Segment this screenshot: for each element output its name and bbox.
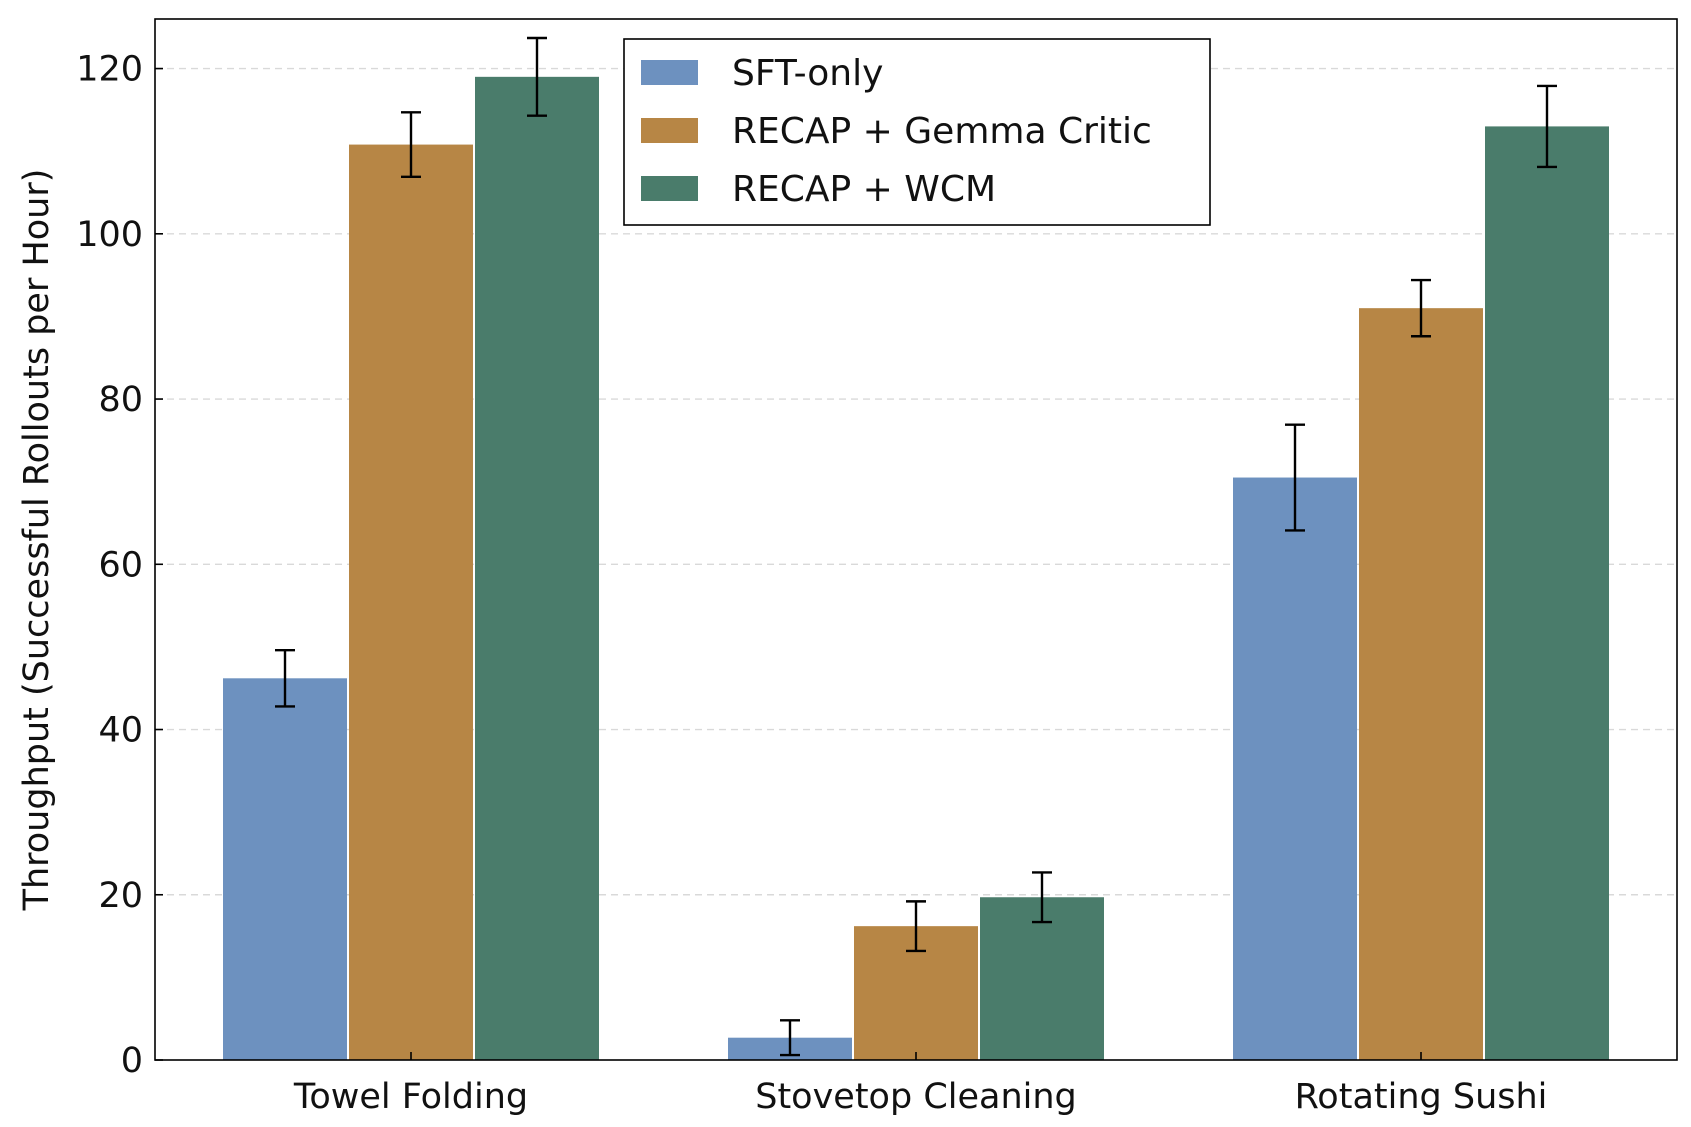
bar-sft-only-towel-folding — [223, 678, 347, 1060]
x-axis: Towel Folding Stovetop Cleaning Rotating S… — [293, 1052, 1548, 1117]
bar-recap-gemma-critic-rotating-sushi — [1359, 308, 1483, 1061]
x-tick-label: Stovetop Cleaning — [755, 1077, 1077, 1117]
error-bars — [275, 36, 1557, 1057]
legend-label: RECAP + WCM — [732, 169, 996, 210]
x-tick-label: Towel Folding — [293, 1077, 528, 1117]
legend-label: SFT-only — [732, 53, 883, 94]
y-tick-label: 0 — [121, 1041, 143, 1081]
legend: SFT-only RECAP + Gemma Critic RECAP + WCM — [623, 38, 1211, 226]
legend-label: RECAP + Gemma Critic — [732, 111, 1152, 152]
y-tick-label: 80 — [98, 380, 143, 420]
bar-recap-wcm-towel-folding — [475, 76, 599, 1061]
legend-swatch — [641, 118, 698, 143]
y-tick-label: 60 — [98, 545, 143, 585]
x-tick-label: Rotating Sushi — [1295, 1077, 1548, 1117]
legend-box — [623, 38, 1211, 226]
bar-sft-only-rotating-sushi — [1233, 477, 1357, 1060]
y-axis-label: Throughput (Successful Rollouts per Hour… — [17, 169, 57, 912]
bars — [223, 76, 1609, 1061]
bar-recap-gemma-critic-towel-folding — [349, 144, 473, 1061]
y-tick-label: 40 — [98, 711, 143, 751]
y-axis: 0 20 40 60 80 100 120 — [76, 50, 163, 1081]
legend-swatch — [641, 60, 698, 85]
y-tick-label: 100 — [76, 215, 143, 255]
legend-swatch — [641, 176, 698, 201]
y-tick-label: 20 — [98, 876, 143, 916]
y-tick-label: 120 — [76, 50, 143, 90]
bar-recap-wcm-rotating-sushi — [1485, 126, 1609, 1060]
bar-recap-wcm-stovetop-cleaning — [980, 897, 1104, 1060]
